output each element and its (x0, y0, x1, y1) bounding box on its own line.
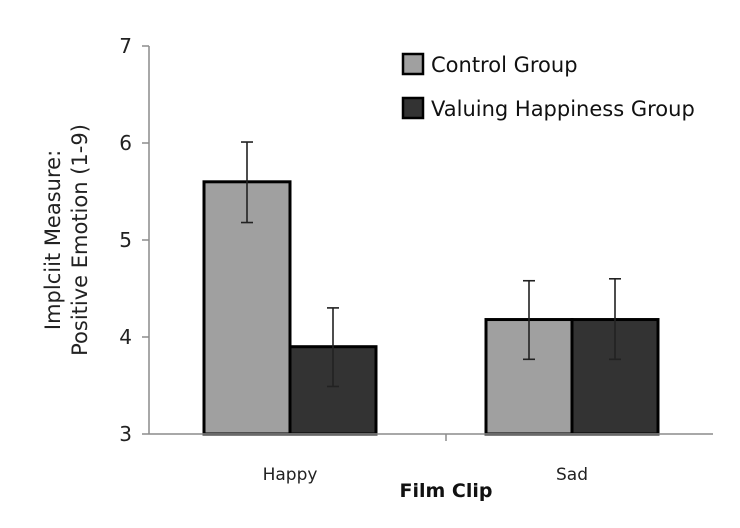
error-bars-layer (241, 141, 621, 388)
x-tick-label-sad: Sad (556, 465, 588, 485)
y-axis-label-line-2: Positive Emotion (1-9) (68, 124, 92, 356)
y-axis-label: Implciit Measure: Positive Emotion (1-9) (41, 124, 92, 356)
bars-layer (202, 180, 660, 436)
x-tick-labels-layer: Happy Sad (263, 465, 588, 485)
y-ticks-layer: 3 4 5 6 7 (119, 34, 149, 446)
legend-label-0: Control Group (431, 53, 578, 77)
y-axis-label-line-1: Implciit Measure: (41, 150, 65, 330)
y-tick-label-1: 4 (119, 325, 132, 349)
y-tick-label-0: 3 (119, 422, 132, 446)
x-tick-label-happy: Happy (263, 465, 318, 485)
y-tick-label-2: 5 (119, 228, 132, 252)
x-axis-label: Film Clip (400, 480, 493, 502)
y-tick-label-4: 7 (119, 34, 132, 58)
y-tick-label-3: 6 (119, 131, 132, 155)
legend: Control Group Valuing Happiness Group (401, 52, 695, 121)
legend-label-1: Valuing Happiness Group (431, 97, 695, 121)
bar-happy-series-0 (202, 180, 292, 436)
bar-sad-series-1 (570, 318, 660, 436)
legend-swatch-0 (401, 52, 425, 76)
legend-swatch-1 (401, 96, 425, 120)
